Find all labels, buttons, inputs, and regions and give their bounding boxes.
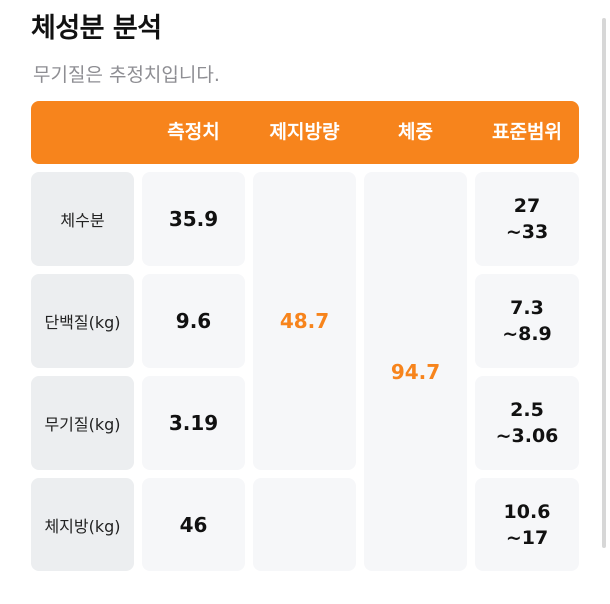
measured-body-fat: 46	[142, 478, 245, 571]
row-label-protein: 단백질(kg)	[31, 274, 134, 368]
range-protein: 7.3 ~8.9	[475, 274, 579, 368]
page-title: 체성분 분석	[31, 13, 162, 44]
range-body-fat-high: ~17	[505, 526, 549, 549]
weight-value: 94.7	[364, 172, 467, 571]
range-body-fat: 10.6 ~17	[475, 478, 579, 571]
measured-protein: 9.6	[142, 274, 245, 368]
measured-mineral: 3.19	[142, 376, 245, 470]
range-water-high: ~33	[505, 221, 549, 243]
range-protein-high: ~8.9	[502, 323, 552, 345]
row-label-mineral: 무기질(kg)	[31, 376, 134, 470]
header-measured: 측정치	[167, 121, 220, 143]
range-water: 27 ~33	[475, 172, 579, 266]
lean-mass-empty-cell	[253, 478, 356, 571]
range-mineral: 2.5 ~3.06	[475, 376, 579, 470]
range-mineral-low: 2.5	[510, 399, 544, 421]
header-lean-mass: 제지방량	[269, 121, 340, 143]
header-standard-range: 표준범위	[492, 121, 562, 143]
range-mineral-high: ~3.06	[495, 425, 559, 447]
row-label-water: 체수분	[31, 172, 134, 266]
measured-water: 35.9	[142, 172, 245, 266]
table-header: 측정치 제지방량 체중 표준범위	[31, 101, 579, 164]
range-body-fat-low: 10.6	[503, 500, 551, 523]
range-water-low: 27	[513, 195, 541, 217]
range-protein-low: 7.3	[510, 297, 544, 319]
row-label-body-fat: 체지방(kg)	[31, 478, 134, 571]
scrollbar[interactable]	[602, 18, 606, 548]
header-weight: 체중	[398, 121, 433, 143]
lean-mass-value: 48.7	[253, 172, 356, 470]
page-subtitle: 무기질은 추정치입니다.	[33, 64, 220, 86]
